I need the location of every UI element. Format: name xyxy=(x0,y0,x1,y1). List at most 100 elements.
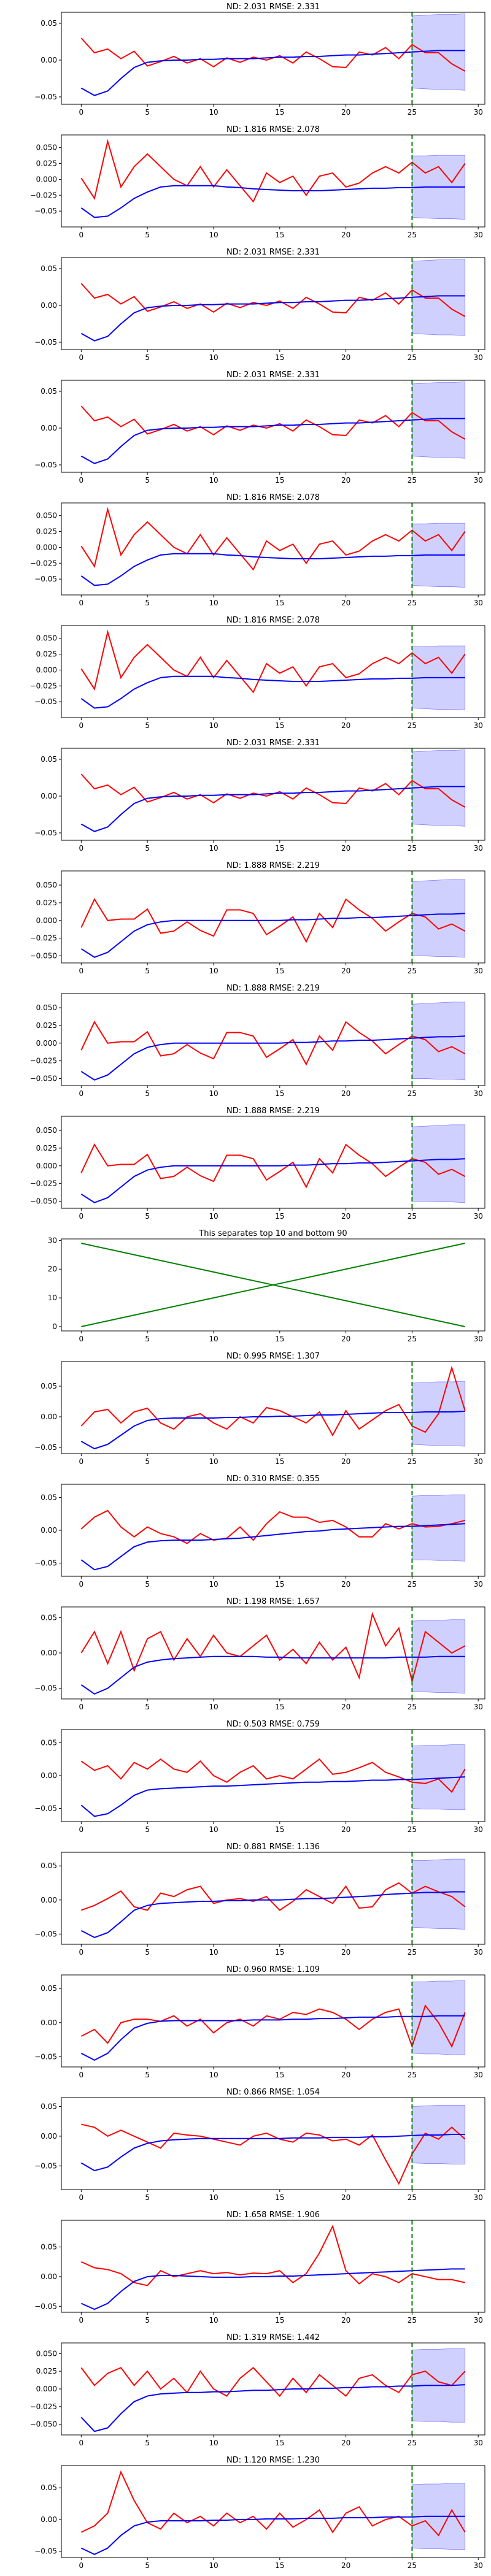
x-tick-label: 20 xyxy=(341,721,350,730)
y-tick-label: 0.00 xyxy=(41,1896,57,1904)
x-tick-label: 20 xyxy=(341,2193,350,2202)
x-tick-label: 30 xyxy=(474,1703,483,1711)
panel-title: ND: 2.031 RMSE: 2.331 xyxy=(226,738,320,748)
x-tick-label: 15 xyxy=(275,476,284,485)
axes-frame xyxy=(61,625,485,718)
x-tick-label: 30 xyxy=(474,353,483,362)
x-tick-label: 25 xyxy=(408,1457,417,1466)
x-tick-label: 0 xyxy=(79,2193,84,2202)
x-tick-label: 30 xyxy=(474,599,483,607)
series-line-2 xyxy=(80,1776,465,1817)
x-tick-label: 30 xyxy=(474,721,483,730)
y-tick-label: 0.025 xyxy=(36,2367,57,2375)
x-tick-label: 30 xyxy=(474,1335,483,1343)
x-tick-label: 10 xyxy=(209,599,218,607)
y-tick-label: 0.05 xyxy=(41,1382,57,1390)
x-tick-label: 0 xyxy=(79,108,84,117)
y-tick-label: −0.025 xyxy=(30,1179,57,1188)
x-tick-label: 20 xyxy=(341,2561,350,2570)
y-tick-label: 0.05 xyxy=(41,1861,57,1870)
x-tick-label: 25 xyxy=(408,1580,417,1589)
x-tick-label: 15 xyxy=(275,2071,284,2079)
y-tick-label: 0.025 xyxy=(36,159,57,168)
y-tick-label: −0.025 xyxy=(30,934,57,943)
panel-title: ND: 1.816 RMSE: 2.078 xyxy=(226,616,320,625)
x-tick-label: 10 xyxy=(209,1580,218,1589)
series-line-2 xyxy=(80,1411,465,1450)
x-tick-label: 10 xyxy=(209,1335,218,1343)
y-tick-label: 0.000 xyxy=(36,916,57,925)
axes-frame xyxy=(61,2097,485,2190)
panel-5: ND: 1.816 RMSE: 2.078 0 5 10 15 20 25 30 −0.05 −0… xyxy=(30,493,485,607)
series-line-2 xyxy=(81,1243,465,1327)
panel-17: ND: 0.960 RMSE: 1.109 0 5 10 15 20 25 30 −0.05 0.… xyxy=(34,1965,485,2079)
x-tick-label: 10 xyxy=(209,1825,218,1834)
prediction-interval-band xyxy=(412,1980,466,2055)
x-tick-label: 5 xyxy=(145,476,150,485)
y-tick-label: −0.025 xyxy=(30,681,57,690)
x-tick-label: 15 xyxy=(275,1703,284,1711)
prediction-interval-band xyxy=(412,381,466,459)
y-tick-label: 0.025 xyxy=(36,1144,57,1152)
axes-frame xyxy=(61,380,485,473)
series-line-1 xyxy=(80,1365,466,1437)
y-tick-label: 0.05 xyxy=(41,19,57,28)
x-tick-label: 10 xyxy=(209,353,218,362)
x-tick-label: 25 xyxy=(408,1825,417,1834)
series-line-2 xyxy=(80,185,465,218)
y-tick-label: −0.050 xyxy=(30,1074,57,1083)
prediction-interval-band xyxy=(412,1124,466,1203)
panel-title: ND: 0.866 RMSE: 1.054 xyxy=(226,2088,320,2097)
x-tick-label: 25 xyxy=(408,1212,417,1221)
axes-frame xyxy=(61,1852,485,1945)
x-tick-label: 0 xyxy=(79,721,84,730)
series-line-1 xyxy=(80,2470,466,2537)
panel-4: ND: 2.031 RMSE: 2.331 0 5 10 15 20 25 30 −0.05 0.… xyxy=(34,370,485,485)
y-tick-label: 0.05 xyxy=(41,387,57,396)
y-tick-label: −0.05 xyxy=(34,1930,57,1938)
axes-frame xyxy=(61,257,485,350)
x-tick-label: 20 xyxy=(341,967,350,975)
prediction-interval-band xyxy=(412,1858,466,1930)
x-tick-label: 0 xyxy=(79,2071,84,2079)
x-tick-label: 25 xyxy=(408,476,417,485)
y-tick-label: 0.00 xyxy=(41,2272,57,2281)
series-line-2 xyxy=(80,1523,465,1571)
x-tick-label: 30 xyxy=(474,1825,483,1834)
panel-2: ND: 1.816 RMSE: 2.078 0 5 10 15 20 25 30 −0.05 −0… xyxy=(30,125,485,239)
y-tick-label: 0.05 xyxy=(41,1613,57,1622)
series-line-1 xyxy=(80,898,466,943)
panel-1: ND: 2.031 RMSE: 2.331 0 5 10 15 20 25 30 −0.05 0.… xyxy=(34,2,485,117)
y-tick-label: 0.00 xyxy=(41,56,57,64)
x-tick-label: 0 xyxy=(79,1089,84,1098)
panel-title: ND: 0.995 RMSE: 1.307 xyxy=(226,1352,320,1361)
x-tick-label: 25 xyxy=(408,108,417,117)
x-tick-label: 20 xyxy=(341,2316,350,2325)
y-tick-label: 0.05 xyxy=(41,1738,57,1747)
series-line-2 xyxy=(80,675,465,709)
series-line-1 xyxy=(80,1143,466,1189)
y-tick-label: −0.025 xyxy=(30,2402,57,2411)
panel-8: ND: 1.888 RMSE: 2.219 0 5 10 15 20 25 30 −0.050 −… xyxy=(30,861,485,975)
x-tick-label: 20 xyxy=(341,1703,350,1711)
x-tick-label: 0 xyxy=(79,2439,84,2447)
y-tick-label: 0.050 xyxy=(36,2349,57,2358)
panel-7: ND: 2.031 RMSE: 2.331 0 5 10 15 20 25 30 −0.05 0.… xyxy=(34,738,485,853)
x-tick-label: 15 xyxy=(275,1335,284,1343)
x-tick-label: 10 xyxy=(209,108,218,117)
x-tick-label: 15 xyxy=(275,2193,284,2202)
y-tick-label: 0.00 xyxy=(41,1413,57,1421)
x-tick-label: 30 xyxy=(474,2439,483,2447)
panel-18: ND: 0.866 RMSE: 1.054 0 5 10 15 20 25 30 −0.05 0.… xyxy=(34,2088,485,2202)
x-tick-label: 10 xyxy=(209,2439,218,2447)
y-tick-label: 0.00 xyxy=(41,301,57,310)
axes-frame xyxy=(61,1238,485,1332)
panel-title: ND: 1.319 RMSE: 1.442 xyxy=(226,2333,320,2342)
y-tick-label: 0.05 xyxy=(41,755,57,764)
x-tick-label: 10 xyxy=(209,1703,218,1711)
x-tick-label: 5 xyxy=(145,1457,150,1466)
x-tick-label: 15 xyxy=(275,1580,284,1589)
x-tick-label: 20 xyxy=(341,1335,350,1343)
x-tick-label: 25 xyxy=(408,2193,417,2202)
